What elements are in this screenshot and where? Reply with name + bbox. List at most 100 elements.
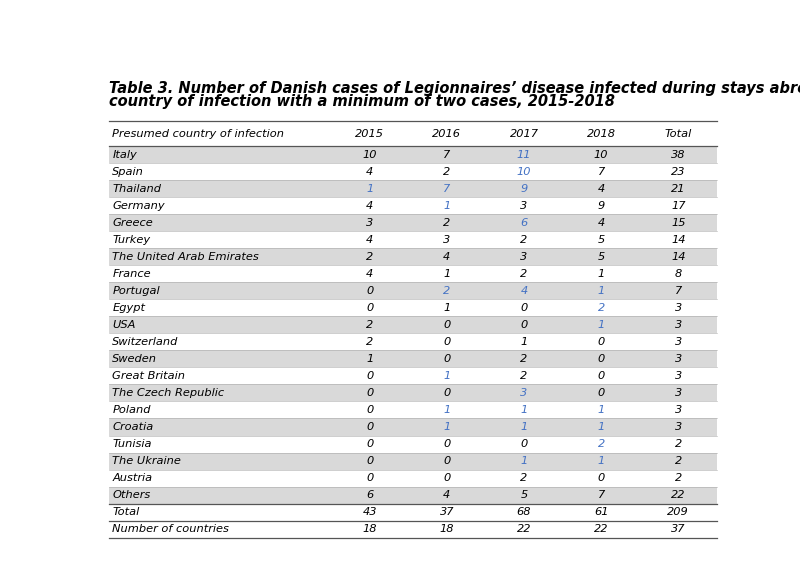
Text: 2: 2	[674, 456, 682, 466]
Text: 0: 0	[443, 456, 450, 466]
Text: 2: 2	[443, 166, 450, 176]
Text: 1: 1	[520, 337, 528, 347]
Text: 2: 2	[674, 439, 682, 449]
Text: 1: 1	[443, 269, 450, 279]
Text: 5: 5	[598, 235, 605, 244]
Text: 1: 1	[598, 286, 605, 296]
Text: 0: 0	[598, 473, 605, 483]
Text: Number of countries: Number of countries	[112, 524, 230, 534]
Text: 17: 17	[671, 201, 686, 211]
Bar	[110, 122, 717, 146]
Text: 0: 0	[443, 354, 450, 364]
Text: 2: 2	[598, 439, 605, 449]
Text: 23: 23	[671, 166, 686, 176]
Text: 2: 2	[674, 473, 682, 483]
Text: The United Arab Emirates: The United Arab Emirates	[112, 251, 259, 262]
Text: 7: 7	[598, 166, 605, 176]
Text: 1: 1	[366, 183, 374, 194]
Text: 2017: 2017	[510, 129, 538, 139]
Bar	[110, 265, 717, 282]
Text: 6: 6	[520, 218, 528, 228]
Text: Switzerland: Switzerland	[112, 337, 178, 347]
Text: 11: 11	[517, 150, 531, 159]
Text: 4: 4	[598, 218, 605, 228]
Text: 4: 4	[598, 183, 605, 194]
Text: Poland: Poland	[112, 405, 151, 415]
Text: 2: 2	[520, 269, 528, 279]
Text: 0: 0	[366, 456, 374, 466]
Text: 2015: 2015	[355, 129, 384, 139]
Text: 21: 21	[671, 183, 686, 194]
Text: 4: 4	[366, 269, 374, 279]
Text: 1: 1	[598, 320, 605, 330]
Bar	[110, 163, 717, 180]
Text: Presumed country of infection: Presumed country of infection	[112, 129, 285, 139]
Text: Total: Total	[112, 507, 140, 517]
Text: 0: 0	[443, 388, 450, 398]
Text: 2: 2	[520, 354, 528, 364]
Bar	[110, 231, 717, 248]
Text: The Ukraine: The Ukraine	[112, 456, 182, 466]
Bar	[110, 333, 717, 350]
Text: 7: 7	[674, 286, 682, 296]
Text: 0: 0	[443, 320, 450, 330]
Bar	[110, 385, 717, 402]
Text: 61: 61	[594, 507, 609, 517]
Text: Croatia: Croatia	[112, 422, 154, 432]
Text: 3: 3	[674, 337, 682, 347]
Text: 5: 5	[520, 490, 528, 500]
Text: 7: 7	[598, 490, 605, 500]
Text: 2: 2	[598, 303, 605, 313]
Text: 1: 1	[443, 422, 450, 432]
Text: 68: 68	[517, 507, 531, 517]
Text: 0: 0	[598, 388, 605, 398]
Bar	[110, 470, 717, 487]
Text: 1: 1	[520, 456, 528, 466]
Text: 1: 1	[598, 269, 605, 279]
Bar	[110, 350, 717, 367]
Text: 1: 1	[520, 405, 528, 415]
Text: 0: 0	[366, 371, 374, 381]
Text: Great Britain: Great Britain	[112, 371, 186, 381]
Bar	[110, 197, 717, 214]
Text: 2016: 2016	[432, 129, 462, 139]
Text: 2: 2	[366, 251, 374, 262]
Text: 3: 3	[674, 320, 682, 330]
Text: Austria: Austria	[112, 473, 153, 483]
Text: 1: 1	[443, 405, 450, 415]
Text: 0: 0	[366, 439, 374, 449]
Text: 4: 4	[443, 490, 450, 500]
Text: 14: 14	[671, 235, 686, 244]
Text: 0: 0	[366, 422, 374, 432]
Text: USA: USA	[112, 320, 136, 330]
Bar	[110, 487, 717, 503]
Text: 1: 1	[443, 371, 450, 381]
Bar	[110, 317, 717, 333]
Text: 9: 9	[520, 183, 528, 194]
Text: 1: 1	[443, 201, 450, 211]
Text: 2: 2	[443, 286, 450, 296]
Text: 8: 8	[674, 269, 682, 279]
Text: 3: 3	[674, 405, 682, 415]
Text: 3: 3	[520, 251, 528, 262]
Text: 1: 1	[598, 422, 605, 432]
Text: 0: 0	[598, 354, 605, 364]
Text: 22: 22	[671, 490, 686, 500]
Bar	[110, 146, 717, 163]
Text: 38: 38	[671, 150, 686, 159]
Text: 43: 43	[362, 507, 377, 517]
Bar	[110, 282, 717, 299]
Text: Italy: Italy	[112, 150, 137, 159]
Text: Table 3. Number of Danish cases of Legionnaires’ disease infected during stays a: Table 3. Number of Danish cases of Legio…	[110, 81, 800, 96]
Text: 0: 0	[520, 303, 528, 313]
Text: 0: 0	[366, 405, 374, 415]
Text: 4: 4	[366, 201, 374, 211]
Text: 2: 2	[520, 371, 528, 381]
Text: 1: 1	[443, 303, 450, 313]
Text: Greece: Greece	[112, 218, 153, 228]
Text: 37: 37	[671, 524, 686, 534]
Text: 3: 3	[520, 201, 528, 211]
Text: 18: 18	[362, 524, 377, 534]
Bar	[110, 503, 717, 521]
Text: 0: 0	[366, 286, 374, 296]
